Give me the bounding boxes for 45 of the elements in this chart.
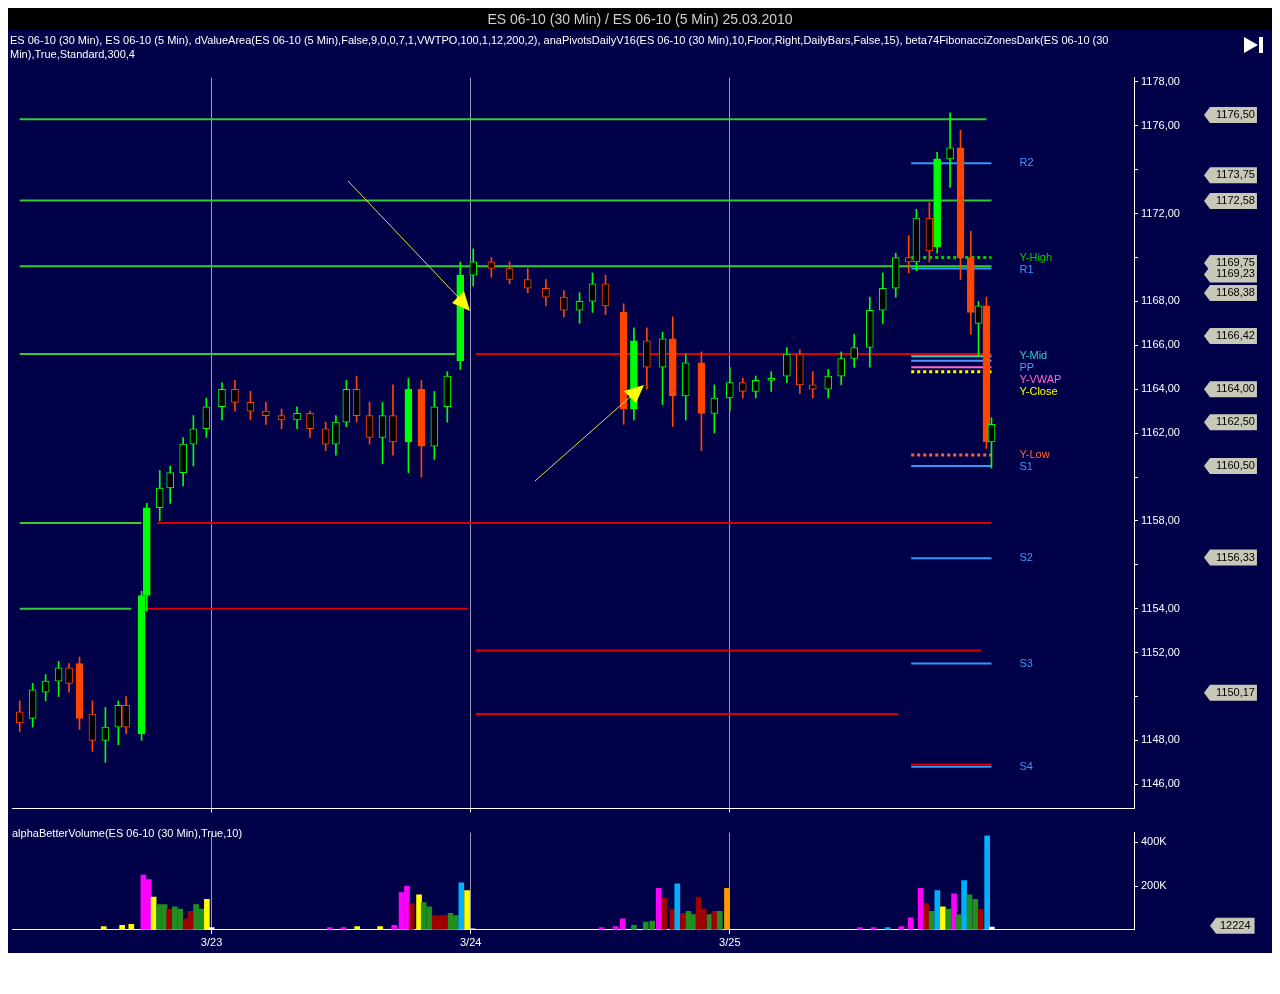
text: Y-High — [1019, 250, 1053, 263]
y2-tick-label: 1160,50 — [1216, 459, 1255, 472]
text: S3 — [1019, 656, 1033, 669]
y-tick-label: 1148,00 — [1141, 733, 1180, 746]
y2-tick-label: 1169,75 — [1216, 256, 1255, 269]
x-tick-label: 3/23 — [200, 936, 223, 949]
text: Y-VWAP — [1019, 373, 1062, 386]
text: PP — [1019, 361, 1035, 374]
text: Y-Low — [1019, 448, 1050, 461]
y2-tick-label: 1166,42 — [1216, 329, 1255, 342]
y-tick-label: 1162,00 — [1141, 426, 1180, 439]
y-tick-label: 1176,00 — [1141, 118, 1180, 131]
y-tick-label: 1152,00 — [1141, 645, 1180, 658]
y2-tick-label: 1173,75 — [1216, 168, 1255, 181]
text: 12224 — [1220, 918, 1251, 931]
text: S2 — [1019, 551, 1033, 564]
text: Y-Mid — [1019, 349, 1048, 362]
y2-tick-label: 1164,00 — [1216, 382, 1255, 395]
y-tick-label: 1146,00 — [1141, 777, 1180, 790]
y-tick-label: 1164,00 — [1141, 382, 1180, 395]
y-tick-label: 200K — [1141, 879, 1168, 892]
x-tick-label: 3/25 — [719, 936, 741, 949]
y-tick-label: 400K — [1141, 835, 1168, 848]
y2-tick-label: 1162,50 — [1216, 415, 1255, 428]
chart-title: ES 06-10 (30 Min) / ES 06-10 (5 Min) 25.03.2010 — [8, 8, 1272, 30]
y2-tick-label: 1176,50 — [1216, 107, 1255, 120]
y2-tick-label: 1172,58 — [1216, 193, 1255, 206]
y-tick-label: 1168,00 — [1141, 294, 1180, 307]
text: S1 — [1019, 460, 1033, 473]
y2-tick-label: 1169,23 — [1216, 267, 1255, 280]
text: R1 — [1019, 262, 1034, 275]
y-tick-label: 1172,00 — [1141, 206, 1180, 219]
y-tick-label: 1166,00 — [1141, 338, 1180, 351]
y-tick-label: 1154,00 — [1141, 601, 1180, 614]
chart-title: alphaBetterVolume(ES 06-10 (30 Min),True,10) — [12, 827, 243, 839]
text: Y-Close — [1019, 385, 1058, 398]
y2-tick-label: 1156,33 — [1216, 550, 1255, 563]
y2-tick-label: 1150,17 — [1216, 685, 1255, 698]
text: S4 — [1019, 759, 1033, 772]
chart-subtitle: ES 06-10 (30 Min), ES 06-10 (5 Min), dValueArea(ES 06-10 (5 Min),False,9,0,0,7,1,VWTPO,100,1,12,200,2), anaPivotsDailyV16(ES 06-10 (30 Min),10,Floor,Right,DailyBars,False,15), beta74FibonacciZonesDark(ES 06-10 (30 Min),True,Standard,300,4 — [10, 34, 1109, 60]
y-tick-label: 1178,00 — [1141, 75, 1180, 88]
x-tick-label: 3/24 — [459, 936, 482, 949]
text: R2 — [1019, 156, 1034, 169]
y-tick-label: 1158,00 — [1141, 513, 1180, 526]
y2-tick-label: 1168,38 — [1216, 286, 1255, 299]
